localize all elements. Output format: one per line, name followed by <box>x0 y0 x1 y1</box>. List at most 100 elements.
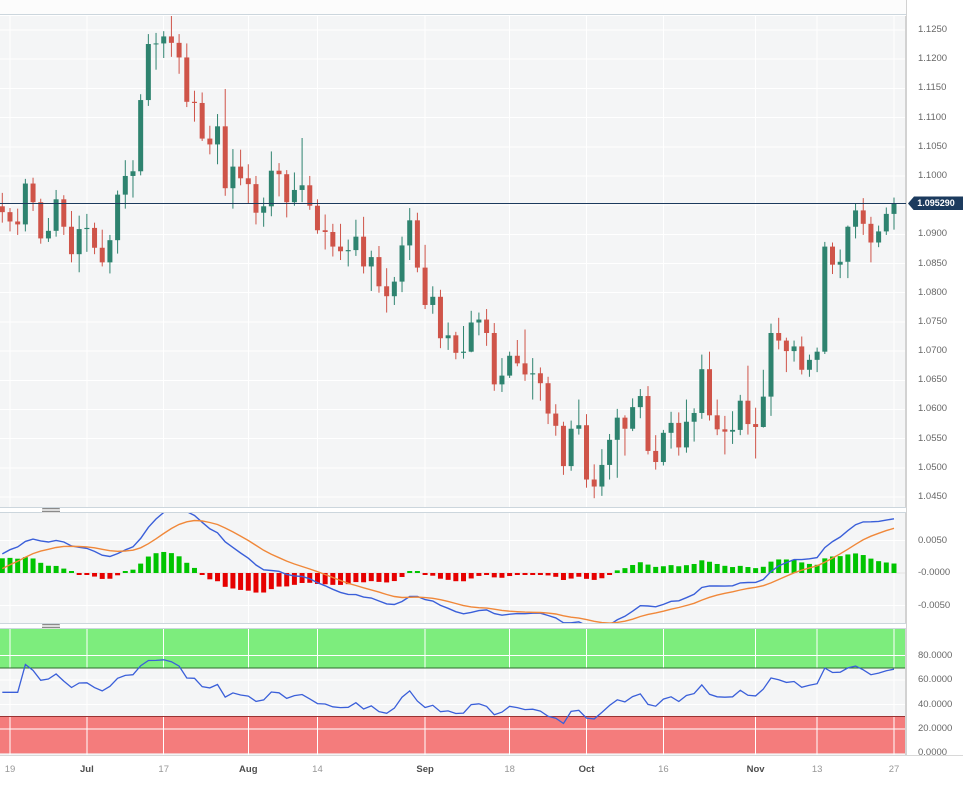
panel-separator-macd[interactable] <box>0 507 906 513</box>
candle-up <box>345 250 351 252</box>
candle-down <box>584 425 590 480</box>
candle-up <box>660 432 666 463</box>
axis-label: 60.0000 <box>918 674 953 686</box>
candle-down <box>707 369 713 416</box>
candle-up <box>215 126 221 145</box>
rsi-panel[interactable] <box>0 629 906 755</box>
candle-up <box>822 246 828 352</box>
candle-down <box>776 332 782 341</box>
candle-down <box>522 363 528 375</box>
candle-up <box>107 240 113 263</box>
rsi-line <box>2 659 895 725</box>
candle-up <box>691 412 697 422</box>
candle-down <box>622 417 628 429</box>
time-axis-label: Aug <box>239 764 258 775</box>
candle-down <box>245 178 251 185</box>
candle-down <box>453 335 459 353</box>
candle-down <box>7 212 13 222</box>
axis-label: 40.0000 <box>918 698 953 710</box>
candle-up <box>507 355 513 376</box>
candle-up <box>683 421 689 448</box>
candle-down <box>484 319 490 333</box>
candle-up <box>299 185 305 190</box>
drag-handle-icon[interactable] <box>42 624 60 629</box>
panel-separator-rsi[interactable] <box>0 623 906 629</box>
candle-down <box>38 202 44 239</box>
axis-label: 80.0000 <box>918 649 953 661</box>
candle-up <box>614 417 620 440</box>
candle-down <box>829 246 835 265</box>
candle-up <box>22 183 28 225</box>
axis-label: 1.1200 <box>918 53 948 65</box>
candle-down <box>422 267 428 305</box>
drag-handle-icon[interactable] <box>42 508 60 513</box>
candle-up <box>84 227 90 230</box>
candle-down <box>645 396 651 451</box>
candle-up <box>791 346 797 352</box>
candle-up <box>876 231 882 243</box>
axis-label: 1.1100 <box>918 111 947 123</box>
macd-panel[interactable] <box>0 513 906 623</box>
candle-down <box>868 223 874 243</box>
axis-label: 1.0850 <box>918 257 948 269</box>
axis-label: 1.1050 <box>918 140 948 152</box>
candle-up <box>607 439 613 465</box>
candle-down <box>284 174 290 203</box>
current-price-tag: 1.095290 <box>908 196 963 211</box>
candle-up <box>637 396 643 408</box>
candle-down <box>15 221 21 225</box>
candle-up <box>845 226 851 262</box>
axis-label: 1.0600 <box>918 403 948 415</box>
candle-down <box>168 36 174 43</box>
candle-down <box>30 183 36 203</box>
candle-down <box>99 247 105 263</box>
candle-down <box>222 126 228 189</box>
candle-down <box>414 220 420 268</box>
candle-down <box>207 138 213 145</box>
candle-up <box>853 210 859 227</box>
macd-signal-line <box>1 519 895 623</box>
candle-down <box>437 296 443 339</box>
candle-up <box>576 425 582 429</box>
candle-up <box>122 175 128 195</box>
candle-up <box>407 220 413 246</box>
candle-down <box>92 227 98 248</box>
candle-up <box>153 43 159 45</box>
candle-down <box>238 166 244 179</box>
axis-label: 1.0700 <box>918 345 948 357</box>
axis-label: 20.0000 <box>918 722 953 734</box>
time-axis-label: 27 <box>888 764 900 775</box>
top-strip <box>0 0 963 15</box>
axis-label: 1.1000 <box>918 169 948 181</box>
candle-up <box>76 229 82 255</box>
candle-down <box>184 57 190 102</box>
candle-down <box>545 383 551 414</box>
candle-up <box>161 36 167 44</box>
candle-up <box>261 206 267 213</box>
candle-up <box>806 359 812 370</box>
candle-up <box>468 322 474 352</box>
overbought-zone <box>0 629 906 668</box>
time-axis-label: Nov <box>746 764 765 775</box>
candle-up <box>737 400 743 430</box>
candles-layer <box>0 16 897 499</box>
candle-up <box>353 236 359 251</box>
candle-up <box>499 375 505 385</box>
candle-up <box>768 332 774 397</box>
candle-up <box>630 407 636 429</box>
macd-chart <box>0 513 906 623</box>
candlestick-chart <box>0 16 906 507</box>
time-axis[interactable]: 19 Jul 17 Aug 14 Sep 18 Oct 16 Nov 13 27 <box>0 755 963 785</box>
candle-down <box>722 429 728 432</box>
candle-down <box>330 231 336 247</box>
candle-up <box>399 245 405 282</box>
main-price-panel[interactable] <box>0 16 906 507</box>
axis-label: 1.0750 <box>918 315 948 327</box>
candle-down <box>322 230 328 232</box>
time-axis-label: 14 <box>312 764 323 775</box>
candle-up <box>599 464 605 487</box>
candle-down <box>753 424 759 427</box>
price-axis[interactable]: 1.095290 1.1250 1.1200 1.1150 1.1100 1.1050 1… <box>906 0 963 758</box>
candle-up <box>268 170 274 207</box>
candle-down <box>783 340 789 352</box>
